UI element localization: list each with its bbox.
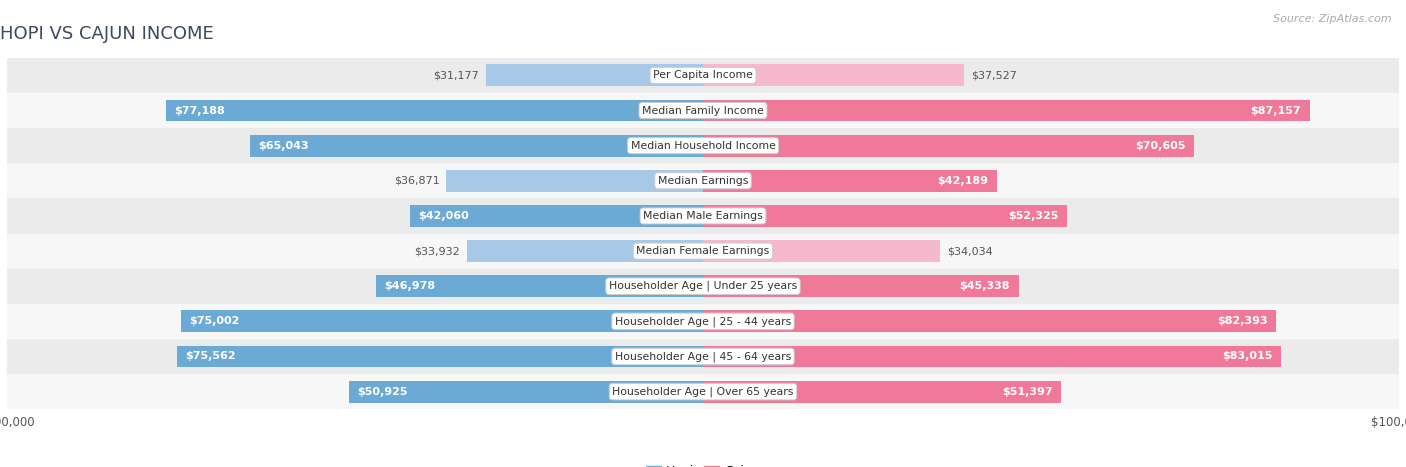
Bar: [7, 374, 1399, 409]
Text: $33,932: $33,932: [415, 246, 460, 256]
Bar: [703, 99, 1309, 121]
Text: Median Household Income: Median Household Income: [630, 141, 776, 151]
Bar: [703, 346, 1281, 368]
Bar: [7, 128, 1399, 163]
Bar: [7, 163, 1399, 198]
Bar: [7, 304, 1399, 339]
Bar: [486, 64, 703, 86]
Bar: [703, 381, 1060, 403]
Bar: [177, 346, 703, 368]
Text: $75,002: $75,002: [190, 316, 240, 326]
Bar: [446, 170, 703, 191]
Text: $70,605: $70,605: [1136, 141, 1187, 151]
Text: $45,338: $45,338: [960, 281, 1010, 291]
Text: $37,527: $37,527: [972, 71, 1017, 80]
Bar: [166, 99, 703, 121]
Bar: [411, 205, 703, 227]
Text: HOPI VS CAJUN INCOME: HOPI VS CAJUN INCOME: [0, 25, 214, 43]
Bar: [250, 135, 703, 156]
Text: $50,925: $50,925: [357, 387, 408, 396]
Text: Median Earnings: Median Earnings: [658, 176, 748, 186]
Text: Householder Age | 25 - 44 years: Householder Age | 25 - 44 years: [614, 316, 792, 326]
Text: Per Capita Income: Per Capita Income: [652, 71, 754, 80]
Bar: [181, 311, 703, 332]
Text: $34,034: $34,034: [946, 246, 993, 256]
Text: $82,393: $82,393: [1218, 316, 1268, 326]
Text: Householder Age | 45 - 64 years: Householder Age | 45 - 64 years: [614, 351, 792, 362]
Text: $65,043: $65,043: [259, 141, 309, 151]
Bar: [7, 234, 1399, 269]
Bar: [467, 240, 703, 262]
Text: Median Family Income: Median Family Income: [643, 106, 763, 115]
Bar: [703, 311, 1277, 332]
Bar: [375, 276, 703, 297]
Text: $31,177: $31,177: [433, 71, 479, 80]
Legend: Hopi, Cajun: Hopi, Cajun: [641, 460, 765, 467]
Text: Householder Age | Under 25 years: Householder Age | Under 25 years: [609, 281, 797, 291]
Text: $83,015: $83,015: [1222, 352, 1272, 361]
Bar: [703, 170, 997, 191]
Bar: [7, 269, 1399, 304]
Bar: [703, 205, 1067, 227]
Text: $42,189: $42,189: [938, 176, 988, 186]
Bar: [703, 276, 1018, 297]
Text: $42,060: $42,060: [419, 211, 470, 221]
Text: Source: ZipAtlas.com: Source: ZipAtlas.com: [1274, 14, 1392, 24]
Bar: [703, 240, 939, 262]
Text: Householder Age | Over 65 years: Householder Age | Over 65 years: [612, 386, 794, 397]
Bar: [703, 64, 965, 86]
Text: $36,871: $36,871: [394, 176, 440, 186]
Text: $52,325: $52,325: [1008, 211, 1059, 221]
Bar: [7, 58, 1399, 93]
Bar: [7, 93, 1399, 128]
Bar: [703, 135, 1194, 156]
Text: $77,188: $77,188: [174, 106, 225, 115]
Text: $87,157: $87,157: [1250, 106, 1301, 115]
Text: Median Female Earnings: Median Female Earnings: [637, 246, 769, 256]
Text: Median Male Earnings: Median Male Earnings: [643, 211, 763, 221]
Text: $46,978: $46,978: [384, 281, 436, 291]
Text: $75,562: $75,562: [186, 352, 236, 361]
Text: $51,397: $51,397: [1001, 387, 1052, 396]
Bar: [7, 339, 1399, 374]
Bar: [7, 198, 1399, 234]
Bar: [349, 381, 703, 403]
